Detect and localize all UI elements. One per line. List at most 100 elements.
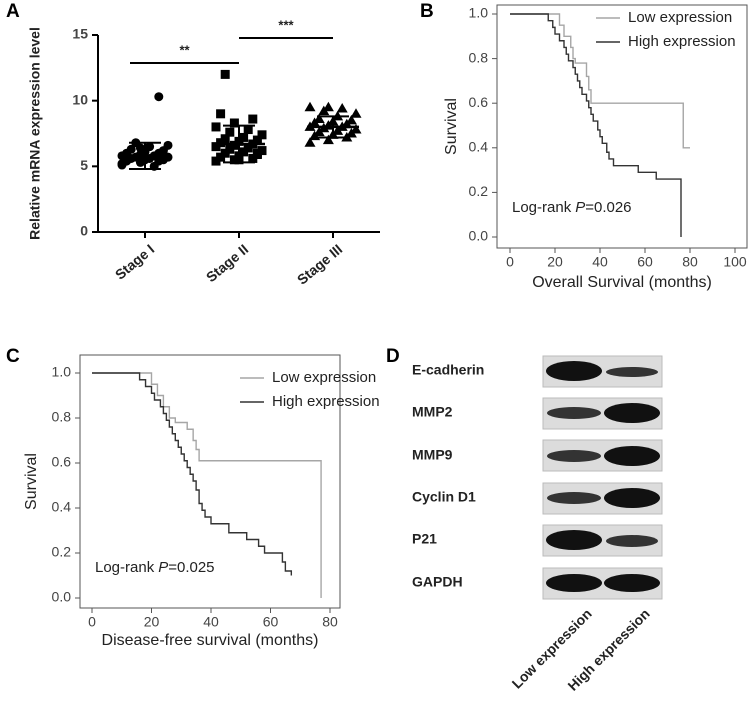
data-point [304, 137, 316, 147]
data-point [229, 140, 239, 150]
data-point [336, 103, 348, 113]
chart: 0.0 0.2 0.4 0.6 0.8 1.0 0 20 40 60 80Disease-free … [23, 354, 380, 649]
y-tick-label: 0.4 [469, 139, 489, 155]
band [546, 574, 602, 592]
plot-frame [496, 4, 748, 249]
annotation-part: P [575, 199, 585, 216]
data-point [163, 140, 173, 150]
band [606, 535, 658, 547]
y-tick-label: 0 [80, 223, 88, 239]
x-tick-label: 20 [547, 254, 563, 270]
data-point [211, 122, 221, 132]
data-point [216, 138, 226, 148]
y-tick-label: 10 [72, 91, 88, 107]
data-point [239, 132, 249, 142]
y-tick-label: 15 [72, 26, 88, 42]
y-axis-label: Relative mRNA expression level [27, 27, 43, 240]
band [547, 407, 601, 419]
data-point [350, 108, 362, 118]
chart: 0.0 0.2 0.4 0.6 0.8 1.0 0 20 40 60 80 100 Overall Su… [443, 4, 748, 291]
annotation-part: Log-rank [512, 199, 572, 216]
data-point [229, 155, 239, 165]
panel-letter: C [6, 346, 20, 367]
data-point [211, 156, 221, 166]
legend-label: Low expression [628, 9, 732, 26]
x-tick-label: 100 [723, 254, 747, 270]
annotation-part: Log-rank [95, 559, 155, 576]
y-tick-label: 0.6 [469, 94, 489, 110]
blot-row-label: E-cadherin [412, 362, 484, 378]
y-tick-label: 1.0 [52, 364, 72, 380]
survival-curve [510, 13, 682, 237]
y-tick-label: 0.0 [469, 228, 489, 244]
sd-bar [223, 124, 255, 164]
legend-label: Low expression [272, 369, 376, 386]
x-tick-label: 80 [322, 614, 338, 630]
x-tick-label: Stage II [203, 241, 251, 285]
significance-label: ** [179, 42, 190, 57]
data-point [220, 134, 230, 144]
band [546, 530, 602, 550]
band [604, 574, 660, 592]
x-tick-label: 80 [682, 254, 698, 270]
y-tick-label: 0.2 [469, 183, 489, 199]
data-point [220, 69, 230, 79]
band [547, 492, 601, 504]
x-tick-label: 40 [203, 614, 219, 630]
data-point [322, 101, 334, 112]
sd-bar [129, 141, 161, 170]
x-tick-label: 60 [263, 614, 279, 630]
plot-frame [79, 354, 341, 609]
data-point [135, 143, 145, 153]
data-point [243, 143, 253, 153]
annotation-part: P [158, 559, 168, 576]
data-point [216, 152, 226, 162]
data-point [216, 109, 226, 119]
data-point [117, 160, 127, 170]
x-tick-label: 0 [88, 614, 96, 630]
x-tick-label: Stage III [294, 241, 345, 288]
significance-label: *** [278, 17, 294, 32]
x-tick-label: 60 [637, 254, 653, 270]
blot-row-label: P21 [412, 531, 437, 547]
data-point [322, 134, 334, 145]
band [546, 361, 602, 381]
y-tick-label: 0.8 [52, 409, 72, 425]
data-point [243, 125, 253, 135]
annotation-part: =0.025 [168, 559, 214, 576]
survival-curve [92, 372, 322, 598]
survival-curve [92, 372, 293, 576]
x-axis-label: Overall Survival (months) [532, 274, 712, 291]
y-axis-label: Survival [443, 98, 460, 155]
survival-curve [510, 13, 690, 149]
y-tick-label: 0.2 [52, 544, 72, 560]
data-point [345, 114, 357, 125]
blot-row-label: Cyclin D1 [412, 489, 476, 505]
data-point [225, 127, 235, 137]
data-point [248, 114, 258, 124]
x-tick-label: 0 [506, 254, 514, 270]
data-point [126, 144, 136, 154]
panel-letter: A [6, 1, 20, 22]
y-tick-label: 1.0 [469, 5, 489, 21]
sd-bar [317, 115, 349, 139]
data-point [239, 147, 249, 157]
data-point [252, 135, 262, 145]
y-tick-label: 0.0 [52, 589, 72, 605]
data-point [313, 113, 325, 124]
x-tick-label: 20 [144, 614, 160, 630]
annotation: Log-rank P=0.025 [95, 559, 215, 576]
data-point [225, 144, 235, 154]
legend-label: High expression [272, 393, 380, 410]
annotation: Log-rank P=0.026 [512, 199, 632, 216]
band [606, 367, 658, 377]
data-point [220, 148, 230, 158]
data-point [154, 92, 164, 102]
data-point [350, 124, 362, 134]
annotation-part: =0.026 [585, 199, 631, 216]
y-tick-label: 0.8 [469, 49, 489, 65]
data-point [257, 146, 267, 156]
data-point [304, 101, 316, 112]
